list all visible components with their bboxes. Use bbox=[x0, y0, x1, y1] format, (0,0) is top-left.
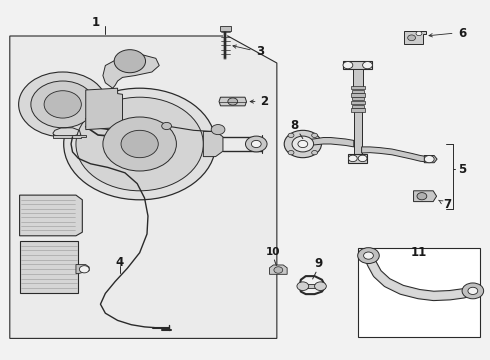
Polygon shape bbox=[53, 135, 86, 138]
Bar bbox=[358, 248, 480, 337]
Circle shape bbox=[245, 136, 267, 152]
Circle shape bbox=[348, 155, 357, 162]
Circle shape bbox=[297, 282, 309, 291]
Circle shape bbox=[284, 130, 321, 158]
Circle shape bbox=[358, 248, 379, 264]
Text: 1: 1 bbox=[92, 16, 99, 29]
Polygon shape bbox=[10, 36, 277, 338]
Text: 5: 5 bbox=[458, 163, 466, 176]
Polygon shape bbox=[424, 156, 437, 163]
Polygon shape bbox=[352, 97, 364, 100]
Text: 3: 3 bbox=[256, 45, 264, 58]
Polygon shape bbox=[20, 241, 78, 293]
Circle shape bbox=[76, 97, 203, 191]
Polygon shape bbox=[351, 108, 365, 112]
Polygon shape bbox=[353, 69, 363, 88]
Circle shape bbox=[274, 267, 283, 273]
Polygon shape bbox=[351, 101, 365, 104]
Circle shape bbox=[103, 117, 176, 171]
Polygon shape bbox=[354, 111, 362, 155]
Circle shape bbox=[363, 62, 372, 69]
Text: 8: 8 bbox=[290, 120, 298, 132]
Circle shape bbox=[312, 150, 318, 155]
Circle shape bbox=[121, 130, 158, 158]
Circle shape bbox=[211, 125, 225, 135]
Polygon shape bbox=[270, 265, 287, 274]
Polygon shape bbox=[351, 94, 365, 97]
Polygon shape bbox=[203, 131, 223, 157]
Text: 4: 4 bbox=[116, 256, 124, 269]
Polygon shape bbox=[220, 26, 231, 31]
Circle shape bbox=[251, 140, 261, 148]
Circle shape bbox=[292, 136, 314, 152]
Text: 9: 9 bbox=[315, 257, 322, 270]
Polygon shape bbox=[219, 97, 246, 106]
Circle shape bbox=[358, 155, 367, 162]
Polygon shape bbox=[348, 154, 367, 163]
Circle shape bbox=[44, 91, 81, 118]
Text: 7: 7 bbox=[443, 198, 452, 211]
Circle shape bbox=[408, 35, 416, 41]
Polygon shape bbox=[76, 265, 89, 274]
Text: 10: 10 bbox=[266, 247, 281, 257]
Text: 11: 11 bbox=[411, 246, 427, 259]
Polygon shape bbox=[20, 195, 82, 236]
Circle shape bbox=[228, 98, 238, 105]
Circle shape bbox=[79, 266, 89, 273]
Circle shape bbox=[19, 72, 107, 137]
Polygon shape bbox=[351, 86, 365, 89]
Polygon shape bbox=[414, 191, 437, 202]
Polygon shape bbox=[86, 88, 122, 130]
Circle shape bbox=[416, 31, 422, 36]
Circle shape bbox=[343, 62, 353, 69]
Circle shape bbox=[468, 287, 478, 294]
Circle shape bbox=[312, 133, 318, 138]
Text: 6: 6 bbox=[458, 27, 466, 40]
Circle shape bbox=[424, 156, 434, 163]
Text: 2: 2 bbox=[260, 95, 268, 108]
Circle shape bbox=[298, 140, 308, 148]
Polygon shape bbox=[352, 105, 364, 108]
Circle shape bbox=[114, 50, 146, 73]
Polygon shape bbox=[103, 55, 159, 88]
Circle shape bbox=[31, 81, 95, 128]
Polygon shape bbox=[303, 138, 354, 147]
Circle shape bbox=[315, 282, 326, 291]
Circle shape bbox=[288, 133, 294, 138]
Circle shape bbox=[162, 122, 172, 130]
Polygon shape bbox=[352, 90, 364, 93]
Polygon shape bbox=[404, 31, 426, 44]
Polygon shape bbox=[343, 61, 372, 69]
Circle shape bbox=[64, 88, 216, 200]
Circle shape bbox=[462, 283, 484, 299]
Polygon shape bbox=[299, 284, 325, 288]
Polygon shape bbox=[362, 147, 427, 162]
Circle shape bbox=[364, 252, 373, 259]
Circle shape bbox=[288, 150, 294, 155]
Circle shape bbox=[417, 193, 427, 200]
